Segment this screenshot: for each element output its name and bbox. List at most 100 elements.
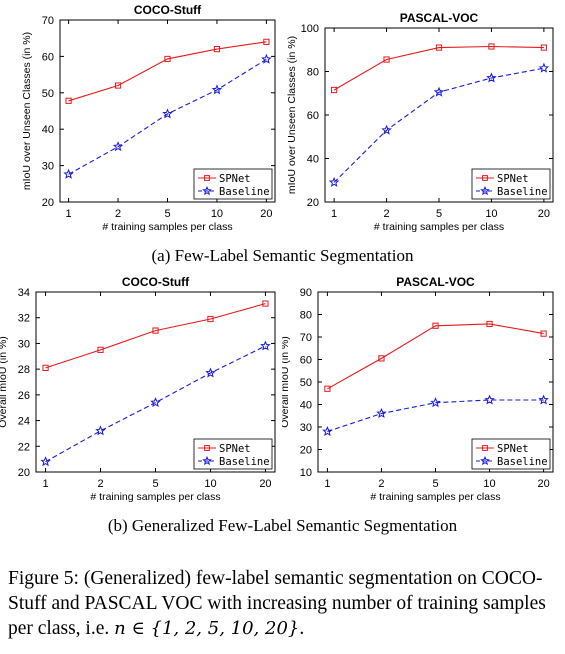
chart-title: COCO-Stuff: [134, 3, 202, 17]
x-tick-label: 5: [152, 478, 158, 490]
chart-title: PASCAL-VOC: [400, 11, 479, 25]
point-baseline: [162, 108, 173, 119]
y-tick-label: 50: [42, 88, 54, 100]
legend-marker-spnet: [482, 175, 488, 181]
legend-marker-baseline: [202, 455, 212, 466]
chart-pascal-voc-overall: PASCAL-VOC 10 20 30 40 50 60 70 80 90 1 2 5 10 20 # tra…: [282, 275, 554, 503]
x-tick-label: 10: [483, 478, 495, 490]
y-tick-label: 22: [18, 441, 30, 453]
y-tick-label: 30: [18, 338, 30, 350]
x-axis-label: # training samples per class: [90, 491, 220, 503]
y-tick-label: 20: [307, 197, 319, 209]
point-baseline: [40, 456, 51, 467]
x-tick-label: 20: [260, 208, 272, 220]
point-baseline: [376, 408, 387, 418]
point-baseline: [95, 425, 106, 436]
series-line-spnet: [45, 303, 266, 369]
legend-marker-baseline: [480, 455, 490, 466]
series-line-spnet: [68, 41, 267, 102]
legend-label-baseline: Baseline: [497, 186, 548, 198]
series-line-baseline: [333, 67, 545, 183]
legend-marker-baseline: [202, 185, 212, 196]
legend-label-baseline: Baseline: [219, 456, 270, 468]
y-tick-label: 90: [300, 287, 312, 299]
y-tick-label: 100: [301, 23, 319, 35]
point-spnet: [97, 346, 104, 353]
x-tick-label: 2: [378, 478, 384, 490]
point-spnet: [383, 56, 390, 63]
point-baseline: [112, 141, 124, 152]
y-axis-label: mIoU over Unseen Classes (in %): [286, 36, 298, 194]
point-spnet: [42, 364, 49, 371]
legend-box: [471, 438, 551, 470]
x-tick-label: 20: [537, 478, 549, 490]
point-spnet: [331, 86, 338, 94]
x-axis-label: # training samples per class: [370, 491, 500, 503]
y-tick-label: 20: [300, 445, 312, 457]
x-tick-label: 10: [211, 208, 223, 220]
legend-label-spnet: SPNet: [497, 443, 529, 455]
figure-caption: Figure 5: (Generalized) few-label semant…: [8, 566, 560, 641]
chart-title: COCO-Stuff: [122, 275, 190, 289]
x-axis-label: # training samples per class: [102, 221, 232, 233]
legend-label-spnet: SPNet: [219, 173, 251, 185]
x-tick-label: 5: [436, 208, 442, 220]
y-tick-label: 34: [18, 287, 30, 299]
point-baseline: [486, 72, 497, 83]
x-tick-label: 1: [66, 208, 72, 220]
point-spnet: [540, 330, 547, 337]
caption-end: .: [299, 618, 305, 639]
y-tick-label: 32: [18, 313, 30, 325]
series-line-baseline: [68, 58, 267, 175]
point-spnet: [65, 97, 72, 104]
x-tick-label: 5: [432, 478, 438, 490]
legend-marker-spnet: [482, 445, 488, 451]
x-tick-label: 1: [331, 208, 337, 220]
y-tick-label: 80: [300, 310, 312, 322]
point-spnet: [432, 322, 439, 329]
y-tick-label: 80: [307, 67, 319, 79]
point-baseline: [433, 86, 445, 97]
point-baseline: [538, 62, 550, 73]
point-baseline: [150, 397, 161, 408]
y-tick-label: 40: [42, 124, 54, 136]
y-tick-label: 70: [42, 15, 54, 27]
caption-text: Figure 5: (Generalized) few-label semant…: [8, 568, 546, 639]
point-baseline: [381, 124, 392, 135]
y-tick-label: 50: [300, 377, 312, 389]
legend-label-baseline: Baseline: [497, 456, 548, 468]
x-tick-label: 2: [115, 208, 121, 220]
x-tick-label: 2: [383, 208, 389, 220]
point-spnet: [378, 355, 385, 362]
point-baseline: [322, 425, 333, 436]
x-tick-label: 20: [259, 478, 271, 490]
point-spnet: [488, 43, 495, 50]
y-tick-label: 30: [42, 161, 54, 173]
y-axis-label: mIoU over Unseen Classes (in %): [21, 32, 33, 190]
subcaption-b: (b) Generalized Few-Label Semantic Segme…: [107, 516, 458, 535]
point-baseline: [205, 367, 216, 378]
point-spnet: [152, 327, 159, 334]
legend-box: [193, 438, 273, 470]
y-axis-label: Overall mIoU (in %): [0, 336, 9, 428]
point-spnet: [486, 320, 493, 328]
caption-math: n ∈ {1, 2, 5, 10, 20}: [114, 618, 300, 639]
point-baseline: [538, 394, 549, 405]
subcaption-a: (a) Few-Label Semantic Segmentation: [151, 246, 414, 265]
chart-title: PASCAL-VOC: [396, 275, 475, 289]
legend-box: [193, 168, 273, 200]
y-tick-label: 10: [300, 467, 312, 479]
series-line-baseline: [327, 399, 544, 433]
point-baseline: [430, 397, 441, 408]
x-tick-label: 2: [97, 478, 103, 490]
y-axis-label: Overall mIoU (in %): [282, 336, 291, 428]
legend-box: [471, 168, 551, 200]
x-tick-label: 20: [538, 208, 550, 220]
y-tick-label: 60: [300, 355, 312, 367]
y-tick-label: 40: [307, 154, 319, 166]
x-tick-label: 10: [204, 478, 216, 490]
chart-pascal-voc-unseen: PASCAL-VOC 20 40 60 80 100 1 2 5 10 20 # training s…: [286, 11, 554, 233]
legend-marker-baseline: [480, 185, 490, 196]
legend-label-spnet: SPNet: [497, 173, 529, 185]
point-spnet: [263, 38, 270, 45]
